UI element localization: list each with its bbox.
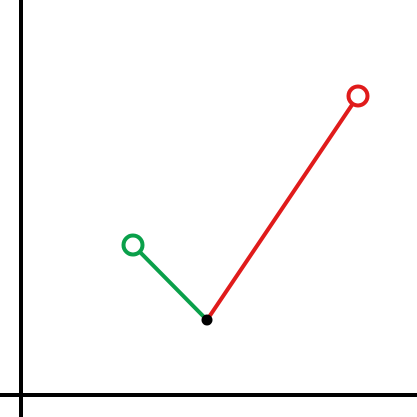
green-open-point [121,233,145,257]
green-segment [131,243,209,322]
red-open-point [346,84,370,108]
vertex-point [201,314,213,326]
red-segment [205,94,360,322]
